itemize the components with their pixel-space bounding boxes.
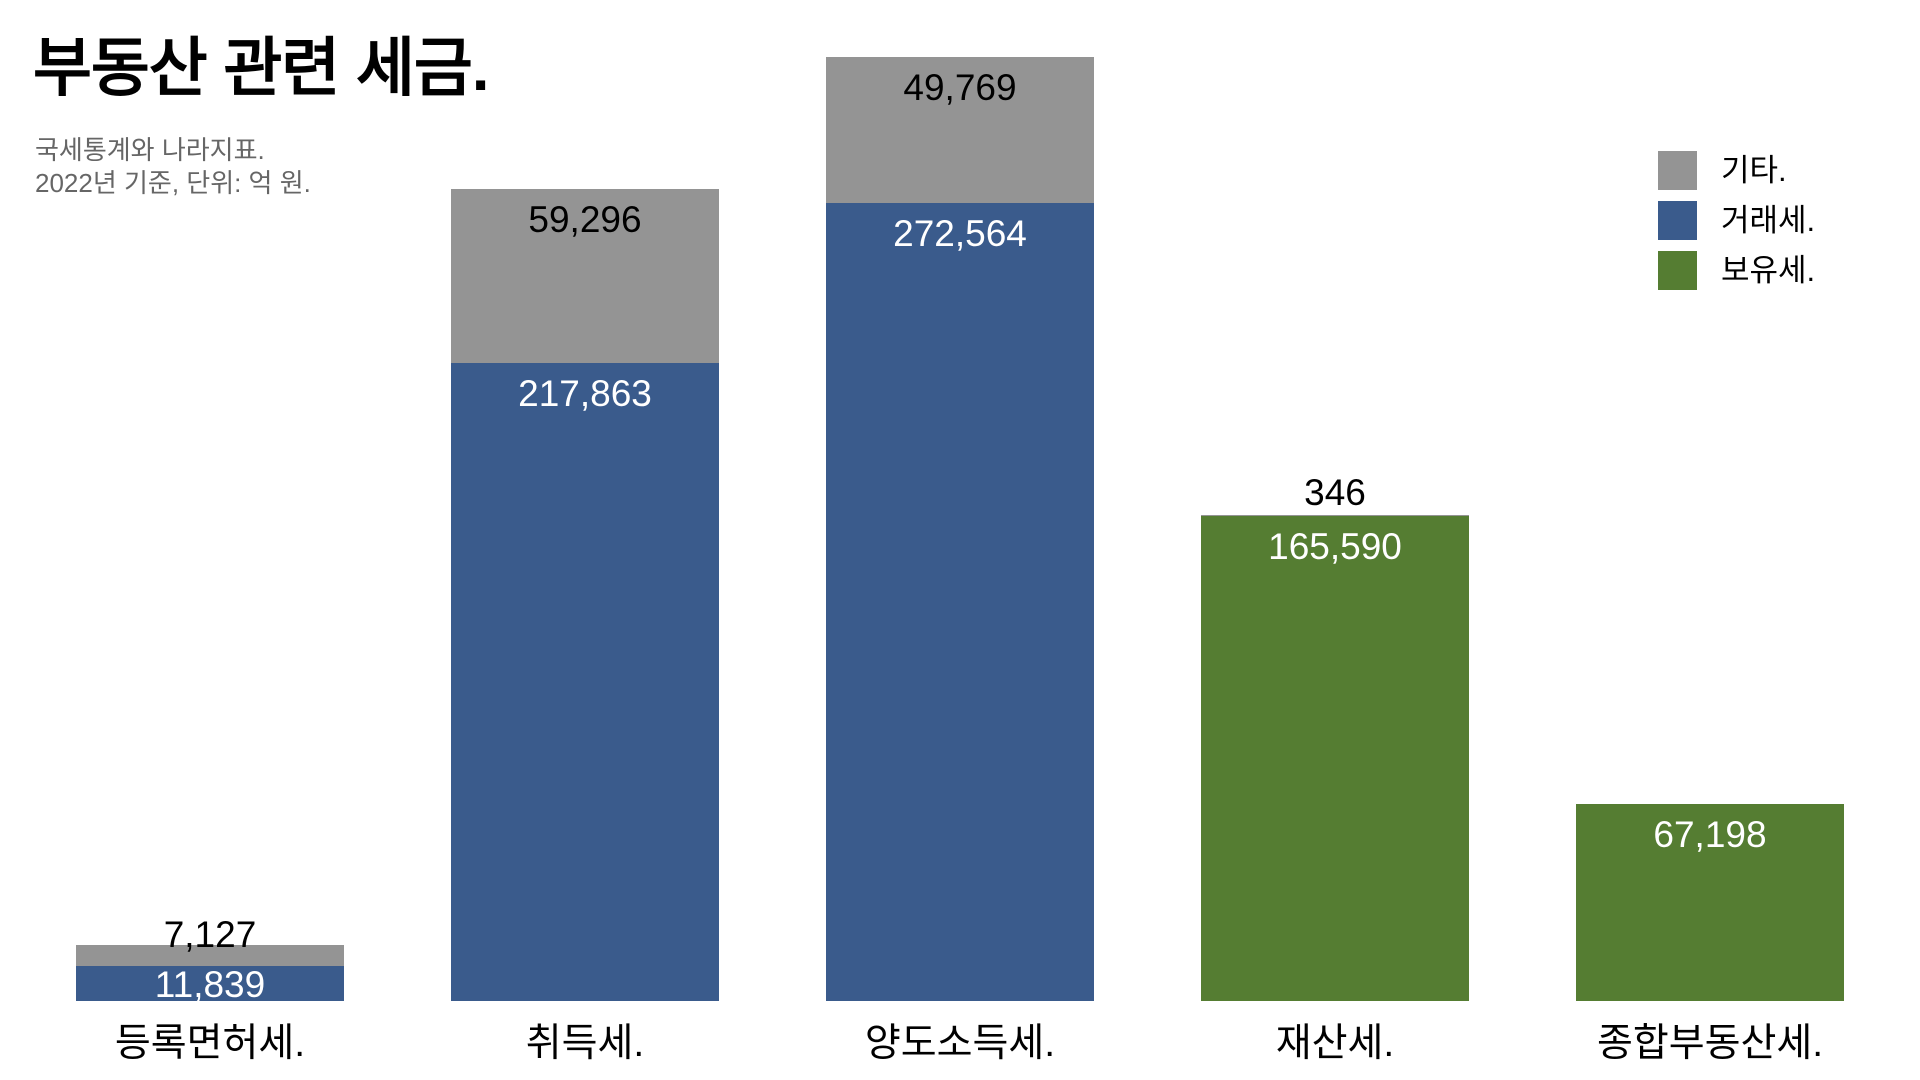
legend-item-other: 기타. [1658,151,1815,190]
bar-value-label: 67,198 [1653,814,1767,856]
bar-segment-other [826,57,1094,203]
legend-swatch-holding [1658,251,1697,290]
bar-value-label: 217,863 [518,372,652,414]
bar-value-label: 11,839 [154,964,266,1006]
bar-segment-holding [1201,516,1469,1001]
bar-value-label: 59,296 [528,199,642,241]
bar-value-label: 49,769 [903,67,1017,108]
legend-label-transaction: 거래세. [1721,203,1816,238]
category-label: 양도소득세. [864,1022,1056,1065]
bar-segment-other [451,189,719,363]
legend-swatch-transaction [1658,201,1697,240]
legend-item-holding: 보유세. [1658,251,1815,290]
legend: 기타. 거래세. 보유세. [1658,151,1815,290]
category-label: 등록면허세. [114,1022,306,1065]
legend-swatch-other [1658,151,1697,190]
category-label: 취득세. [525,1022,645,1065]
subtitle-line-2: 2022년 기준, 단위: 억 원. [35,168,311,198]
legend-item-transaction: 거래세. [1658,201,1815,240]
bar-value-label: 165,590 [1268,526,1402,568]
category-label: 종합부동산세. [1596,1022,1824,1065]
bar-segment-other [1201,515,1469,517]
bar-segment-holding [1576,804,1844,1001]
bar-segment-transaction [451,362,719,1001]
bar-segment-transaction [826,202,1094,1001]
category-label: 재산세. [1275,1022,1395,1065]
bar-value-label: 7,127 [163,914,257,956]
bar-value-label: 346 [1304,472,1366,514]
bar-segment-other [76,945,344,967]
bar-segment-transaction [76,966,344,1001]
chart-title: 부동산 관련 세금. [33,32,490,104]
subtitle-line-1: 국세통계와 나라지표. [35,135,265,165]
bar-value-label: 272,564 [893,212,1027,254]
chart-subtitle: 국세통계와 나라지표. 2022년 기준, 단위: 억 원. [35,134,311,200]
legend-label-other: 기타. [1721,153,1787,188]
legend-label-holding: 보유세. [1721,253,1816,288]
